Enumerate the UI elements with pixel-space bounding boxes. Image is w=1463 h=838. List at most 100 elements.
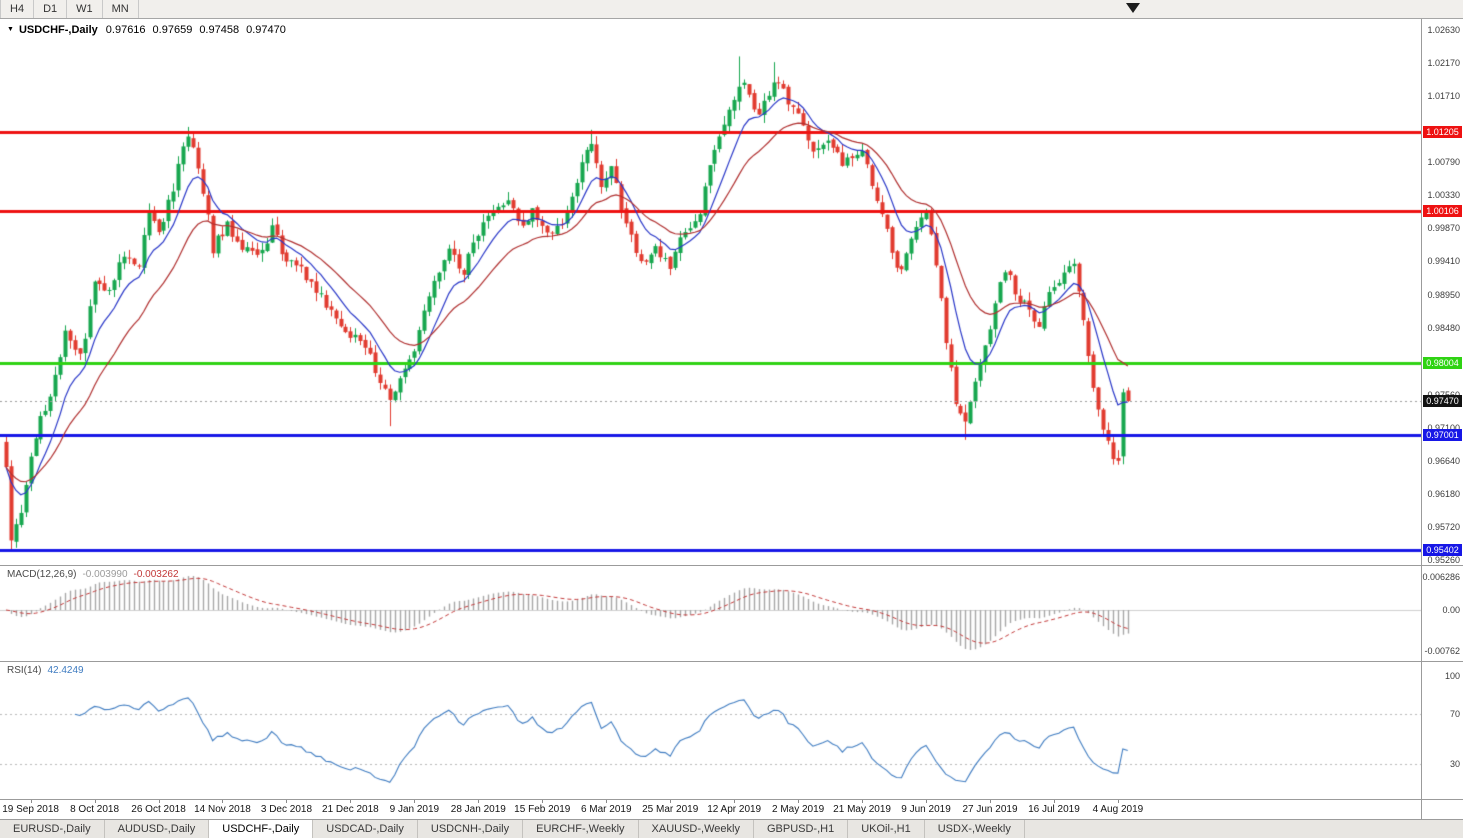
macd-title: MACD(12,26,9) -0.003990 -0.003262 [7,569,179,580]
time-axis-label: 14 Nov 2018 [194,804,251,815]
panel-separator[interactable] [0,661,1463,662]
macd-axis[interactable]: 0.006286 0.00 -0.00762 [1422,566,1463,661]
macd-value-1: -0.003990 [82,569,128,580]
tab-xauusd-weekly[interactable]: XAUUSD-,Weekly [639,820,754,838]
time-tick [350,800,351,803]
price-axis-label: 0.95720 [1427,521,1460,532]
time-axis[interactable]: 19 Sep 2018 8 Oct 2018 26 Oct 2018 14 Nov 2… [0,800,1421,819]
time-axis-label: 2 May 2019 [771,804,825,815]
time-axis-label: 28 Jan 2019 [450,804,506,815]
chart-shift-marker-icon[interactable] [1126,3,1140,13]
price-axis-label: 0.96180 [1427,488,1460,499]
time-axis-label: 15 Feb 2019 [514,804,571,815]
time-axis-label: 12 Apr 2019 [707,804,762,815]
price-axis-label: 0.98950 [1427,289,1460,300]
axis-separator [1421,19,1422,819]
time-axis-label: 16 Jul 2019 [1028,804,1080,815]
rsi-axis[interactable]: 100 70 30 [1422,662,1463,799]
macd-panel-canvas[interactable] [0,566,1421,661]
rsi-panel-canvas[interactable] [0,662,1421,799]
open-value: 0.97616 [105,24,146,36]
time-axis-label: 9 Jun 2019 [901,804,951,815]
tab-usdchf-daily[interactable]: USDCHF-,Daily [209,820,314,838]
time-tick [734,800,735,803]
time-tick [286,800,287,803]
macd-axis-label: -0.00762 [1424,646,1460,656]
time-tick [31,800,32,803]
time-axis-label: 4 Aug 2019 [1092,804,1144,815]
level-price-badge-1.01205[interactable]: 1.01205 [1423,126,1462,139]
time-tick [414,800,415,803]
rsi-title: RSI(14) 42.4249 [7,665,84,676]
level-price-badge-0.98004[interactable]: 0.98004 [1423,356,1462,369]
rsi-axis-label: 100 [1444,671,1460,681]
current-price-badge: 0.97470 [1423,394,1462,407]
tab-usdcad-daily[interactable]: USDCAD-,Daily [313,820,418,838]
price-axis-label: 0.98480 [1427,323,1460,334]
tab-eurchf-weekly[interactable]: EURCHF-,Weekly [523,820,639,838]
close-value: 0.97470 [246,24,286,36]
time-axis-label: 3 Dec 2018 [260,804,313,815]
price-axis-label: 0.96640 [1427,455,1460,466]
price-axis-label: 0.97560 [1427,390,1460,400]
price-axis-label: 0.99870 [1427,223,1460,234]
price-axis-label: 1.00330 [1427,190,1460,201]
time-tick [478,800,479,803]
time-axis-label: 27 Jun 2019 [962,804,1018,815]
price-axis-label: 1.02630 [1427,24,1460,35]
tab-audusd-daily[interactable]: AUDUSD-,Daily [105,820,210,838]
timeframe-button-h4[interactable]: H4 [0,0,35,18]
time-axis-label: 21 Dec 2018 [322,804,379,815]
tab-gbpusd-h1[interactable]: GBPUSD-,H1 [754,820,849,838]
time-tick [1054,800,1055,803]
macd-value-2: -0.003262 [133,569,179,580]
chart-title: ▼ USDCHF-,Daily 0.97616 0.97659 0.97458 0.974… [7,24,293,36]
tab-eurusd-daily[interactable]: EURUSD-,Daily [0,820,105,838]
timeframe-toolbar: H4 D1 W1 MN [0,0,1463,19]
symbol-period-label: USDCHF-,Daily [18,24,98,36]
tab-ukoil-h1[interactable]: UKOil-,H1 [848,820,925,838]
timeframe-button-w1[interactable]: W1 [67,0,103,18]
time-tick [542,800,543,803]
panel-separator[interactable] [0,565,1463,566]
time-axis-label: 9 Jan 2019 [389,804,440,815]
level-price-badge-1.00106[interactable]: 1.00106 [1423,205,1462,218]
time-tick [670,800,671,803]
panel-separator [0,799,1463,800]
time-axis-label: 8 Oct 2018 [70,804,120,815]
tab-usdcnh-daily[interactable]: USDCNH-,Daily [418,820,524,838]
time-axis-label: 19 Sep 2018 [2,804,59,815]
macd-label: MACD(12,26,9) [7,569,77,580]
level-price-badge-0.95402[interactable]: 0.95402 [1423,543,1462,556]
price-axis-label: 0.97100 [1427,422,1460,433]
time-tick [926,800,927,803]
time-tick [862,800,863,803]
price-axis-label: 0.99410 [1427,256,1460,267]
time-axis-label: 21 May 2019 [833,804,891,815]
time-tick [798,800,799,803]
low-value: 0.97458 [199,24,240,36]
time-axis-label: 6 Mar 2019 [580,804,632,815]
rsi-value: 42.4249 [47,665,84,676]
time-tick [1118,800,1119,803]
price-chart-canvas[interactable] [0,19,1421,565]
rsi-axis-label: 30 [1449,758,1460,769]
price-axis-label: 1.02170 [1427,57,1460,68]
symbol-dropdown-icon[interactable]: ▼ [7,26,14,33]
macd-axis-label: 0.006286 [1422,572,1460,582]
time-tick [95,800,96,803]
rsi-label: RSI(14) [7,665,42,676]
price-axis[interactable]: 1.02630 1.02170 1.01710 1.00790 1.00330 0.998… [1422,19,1463,565]
time-tick [159,800,160,803]
level-price-badge-0.97001[interactable]: 0.97001 [1423,428,1462,441]
price-axis-label: 1.00790 [1427,157,1460,168]
timeframe-button-mn[interactable]: MN [103,0,139,18]
chart-tabs-bar: EURUSD-,Daily AUDUSD-,Daily USDCHF-,Daily U… [0,819,1463,838]
rsi-axis-label: 70 [1449,708,1460,719]
time-tick [222,800,223,803]
time-tick [990,800,991,803]
timeframe-button-d1[interactable]: D1 [34,0,68,18]
tab-usdx-weekly[interactable]: USDX-,Weekly [925,820,1025,838]
price-axis-label: 0.95260 [1427,554,1460,565]
